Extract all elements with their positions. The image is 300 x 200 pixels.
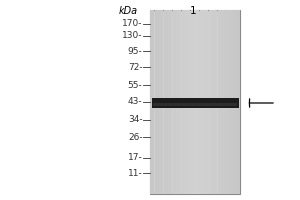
Text: 95-: 95- [128, 46, 142, 55]
Bar [190, 10, 193, 194]
Bar [208, 10, 211, 194]
Text: 170-: 170- [122, 20, 142, 28]
Bar [182, 10, 184, 194]
Bar [166, 10, 168, 194]
Bar [152, 98, 238, 108]
Bar [222, 10, 224, 194]
Bar [206, 10, 208, 194]
Bar [213, 10, 215, 194]
Text: 55-: 55- [128, 81, 142, 90]
Bar [229, 10, 231, 194]
Bar [168, 10, 170, 194]
Bar [179, 10, 182, 194]
Bar [233, 10, 236, 194]
Text: 34-: 34- [128, 116, 142, 124]
Bar [226, 10, 229, 194]
Bar [188, 10, 190, 194]
Bar [153, 103, 237, 106]
Bar [220, 10, 222, 194]
Bar [193, 10, 195, 194]
Bar [215, 10, 217, 194]
Text: 17-: 17- [128, 154, 142, 162]
Bar [211, 10, 213, 194]
Bar [177, 10, 179, 194]
Bar [186, 10, 188, 194]
Bar [164, 10, 166, 194]
Bar [175, 10, 177, 194]
Text: 43-: 43- [128, 98, 142, 106]
Bar [154, 10, 157, 194]
Bar [152, 10, 154, 194]
Text: 1: 1 [190, 6, 197, 16]
Bar [204, 10, 206, 194]
Bar [195, 10, 197, 194]
Bar [200, 10, 202, 194]
Text: 130-: 130- [122, 31, 142, 40]
Bar [218, 10, 220, 194]
Bar [150, 10, 152, 194]
Bar [197, 10, 200, 194]
Bar [172, 10, 175, 194]
Bar [157, 10, 159, 194]
Bar [231, 10, 233, 194]
Bar [224, 10, 226, 194]
Bar [238, 10, 240, 194]
Text: kDa: kDa [119, 6, 138, 16]
Bar [184, 10, 186, 194]
Bar [150, 10, 240, 194]
Bar [170, 10, 172, 194]
Text: 26-: 26- [128, 132, 142, 142]
Bar [161, 10, 164, 194]
Bar [202, 10, 204, 194]
Text: 72-: 72- [128, 62, 142, 72]
Bar [236, 10, 238, 194]
Text: 11-: 11- [128, 168, 142, 178]
Bar [159, 10, 161, 194]
